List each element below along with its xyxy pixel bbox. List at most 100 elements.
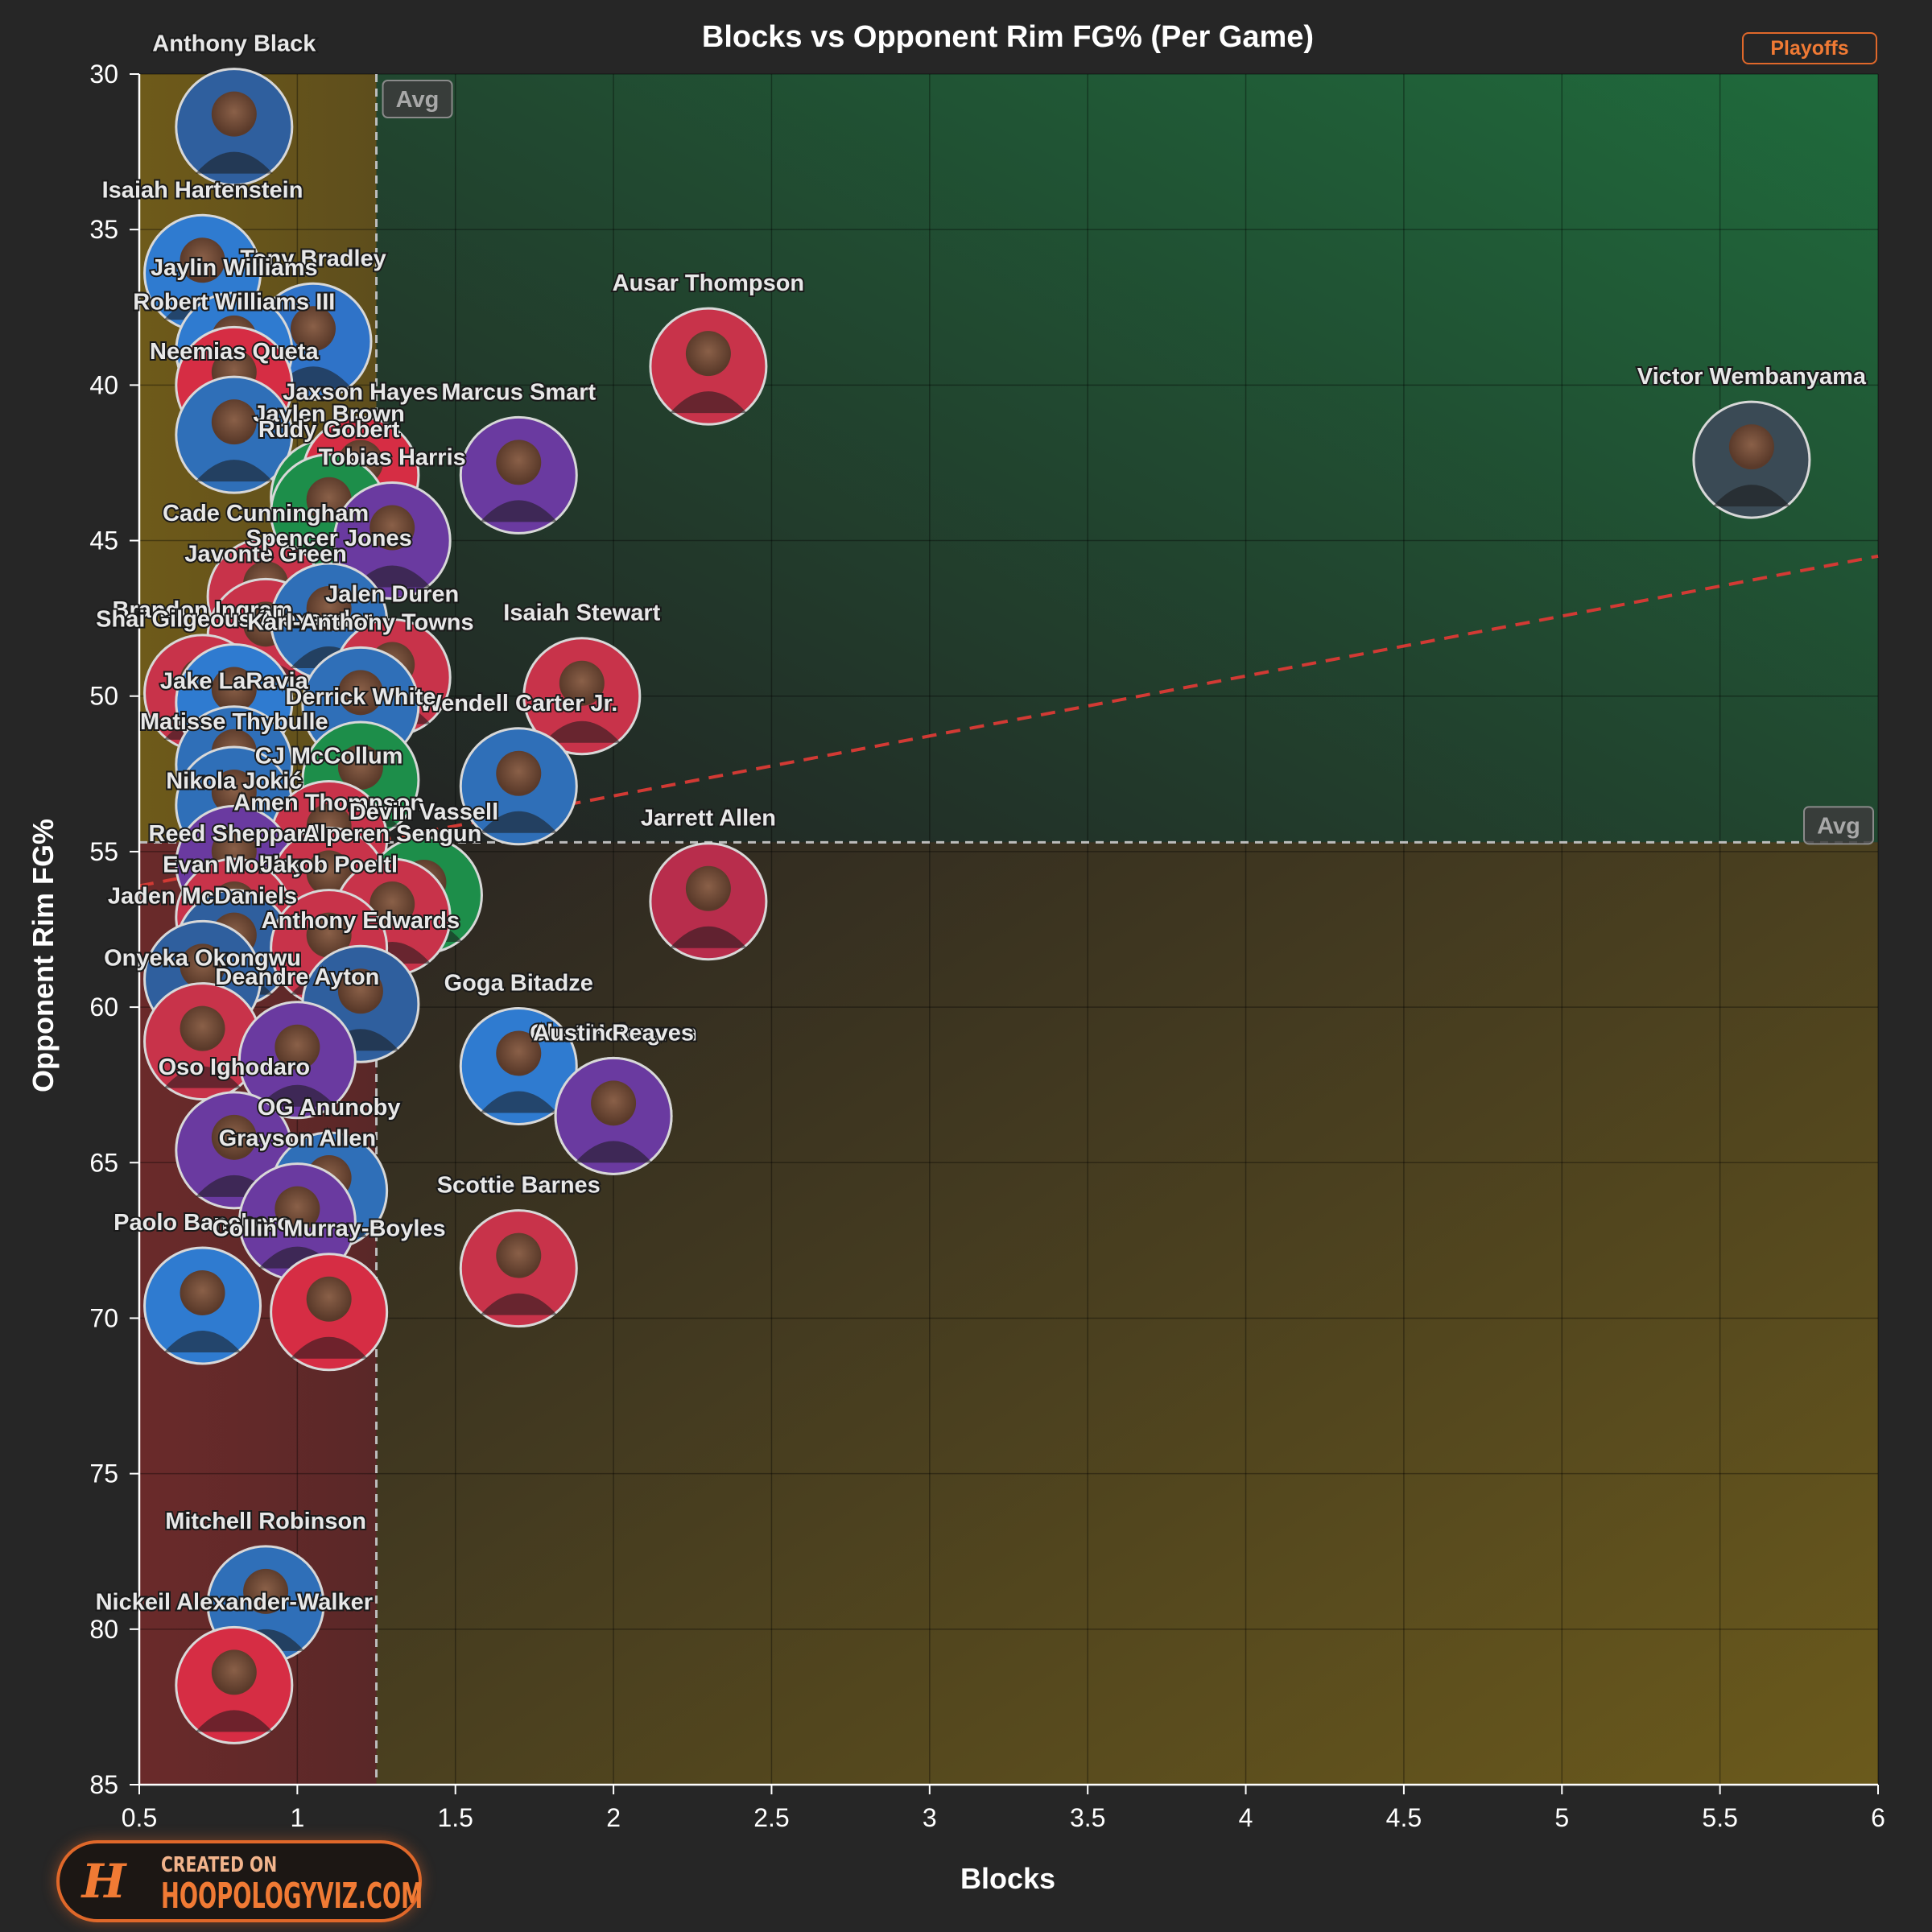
chart-title: Blocks vs Opponent Rim FG% (Per Game)	[702, 20, 1314, 54]
player-jersey	[480, 1293, 558, 1315]
player-label-evan-mobley: Evan Mobley	[163, 852, 305, 878]
player-face	[685, 865, 731, 911]
point-victor-wembanyama	[1692, 400, 1811, 519]
player-label-anthony-edwards: Anthony Edwards	[262, 908, 460, 934]
player-face	[211, 1649, 257, 1695]
player-jersey	[480, 1091, 558, 1113]
point-jarrett-allen	[649, 842, 768, 961]
player-label-rudy-gobert: Rudy Gobert	[258, 417, 400, 443]
y-tick-label: 55	[89, 837, 118, 866]
trendline-path	[138, 554, 1879, 888]
player-face	[496, 440, 542, 485]
player-face	[306, 586, 352, 631]
player-face	[180, 1005, 225, 1051]
player-face	[369, 505, 415, 551]
point-scottie-barnes	[459, 1209, 578, 1328]
y-tick-label: 60	[89, 993, 118, 1022]
player-label-deandre-ayton: Deandre Ayton	[215, 964, 379, 990]
avg-y-label: Avg	[1817, 813, 1860, 839]
player-label-javonte-green: Javonte Green	[184, 541, 346, 567]
player-label-jaden-mcdaniels: Jaden McDaniels	[108, 883, 297, 909]
player-face	[559, 660, 605, 706]
y-tick-label: 45	[89, 526, 118, 555]
player-face	[211, 667, 257, 712]
avg-x-label-box	[382, 80, 453, 118]
player-label-shai-gilgeous-alexander: Shai Gilgeous-Alexander	[96, 606, 372, 632]
player-label-onyeka-okongwu: Onyeka Okongwu	[104, 946, 301, 972]
y-axis-label: Opponent Rim FG%	[27, 819, 60, 1092]
player-label-chet-holmgren: Chet Holmgren	[530, 1020, 697, 1046]
player-jersey	[195, 151, 273, 174]
logo-created-on: CREATED ON	[161, 1853, 278, 1877]
player-face	[591, 1080, 637, 1126]
player-label-nikola-jokic: Nikola Jokić	[166, 768, 302, 794]
player-label-og-anunoby: OG Anunoby	[258, 1095, 401, 1121]
player-label-cade-cunningham: Cade Cunningham	[163, 501, 369, 526]
point-paolo-banchero	[143, 1246, 262, 1365]
player-label-anthony-black: Anthony Black	[152, 31, 316, 57]
x-axis-label: Blocks	[960, 1862, 1055, 1895]
quadrant-backgrounds	[139, 74, 1879, 1785]
x-tick-label: 5	[1554, 1803, 1569, 1832]
player-label-grayson-allen: Grayson Allen	[219, 1126, 377, 1152]
player-label-marcus-smart: Marcus Smart	[441, 379, 596, 405]
trendline	[138, 554, 1879, 888]
player-jersey	[575, 1141, 653, 1163]
x-tick-label: 5.5	[1702, 1803, 1737, 1832]
point-deandre-ayton	[237, 1001, 357, 1120]
point-austin-reaves	[554, 1056, 673, 1175]
player-label-wendell-carter-jr: Wendell Carter Jr.	[419, 691, 617, 716]
x-tick-label: 2.5	[753, 1803, 789, 1832]
player-face	[211, 769, 257, 815]
playoffs-filter-badge[interactable]: Playoffs	[1742, 32, 1877, 64]
y-tick-label: 50	[89, 682, 118, 711]
player-label-mitchell-robinson: Mitchell Robinson	[165, 1509, 366, 1534]
y-tick-label: 40	[89, 370, 118, 399]
player-label-neemias-queta: Neemias Queta	[150, 339, 319, 365]
player-face	[337, 968, 383, 1014]
player-jersey	[163, 1066, 242, 1088]
point-wendell-carter-jr	[459, 727, 578, 846]
player-label-paolo-banchero: Paolo Banchero	[114, 1210, 291, 1236]
player-label-karl-anthony-towns: Karl-Anthony Towns	[247, 609, 473, 635]
player-label-derrick-white: Derrick White	[285, 684, 436, 710]
player-labels: Anthony Black Isaiah Hartenstein Tony Brad…	[94, 30, 1868, 1617]
player-label-jalen-duren: Jalen Duren	[325, 582, 459, 608]
player-label-goga-bitadze: Goga Bitadze	[444, 971, 593, 997]
x-tick-label: 3.5	[1070, 1803, 1105, 1832]
point-ausar-thompson	[649, 307, 768, 426]
player-label-victor-wembanyama: Victor Wembanyama	[1637, 364, 1867, 390]
hoopologyviz-logo[interactable]: H CREATED ON HOOPOLOGYVIZ.COM	[56, 1840, 423, 1922]
player-face	[369, 881, 415, 927]
y-tick-label: 30	[89, 60, 118, 89]
player-face	[211, 91, 257, 137]
player-label-devin-vassell: Devin Vassell	[349, 799, 498, 825]
player-label-jarrett-allen: Jarrett Allen	[641, 806, 776, 832]
player-jersey	[275, 366, 352, 389]
logo-site-name: HOOPOLOGYVIZ.COM	[161, 1876, 423, 1917]
player-label-jake-laravia: Jake LaRavia	[160, 669, 309, 695]
player-label-spencer-jones: Spencer Jones	[246, 526, 411, 551]
player-face	[306, 1276, 352, 1322]
axes: 0.5 1 1.5 2 2.5 3 3.5 4 4.5 5 5.5 6 30 35 40 45 50 55 60 65…	[89, 60, 1885, 1832]
player-face	[180, 237, 225, 283]
x-tick-label: 2	[606, 1803, 621, 1832]
player-label-austin-reaves: Austin Reaves	[533, 1020, 694, 1046]
y-tick-label: 65	[89, 1148, 118, 1177]
player-jersey	[669, 926, 747, 948]
logo-mark-icon: H	[81, 1854, 126, 1909]
player-jersey	[480, 811, 558, 833]
x-tick-label: 0.5	[122, 1803, 157, 1832]
player-face	[496, 750, 542, 796]
player-label-cj-mccollum: CJ McCollum	[255, 743, 403, 769]
player-jersey	[1712, 485, 1790, 507]
player-label-ausar-thompson: Ausar Thompson	[613, 270, 804, 296]
point-tobias-harris	[332, 481, 452, 601]
player-label-jaylin-williams: Jaylin Williams	[151, 255, 318, 281]
player-jersey	[543, 720, 621, 743]
point-anthony-black	[175, 68, 294, 187]
player-face	[306, 912, 352, 958]
player-label-isaiah-stewart: Isaiah Stewart	[503, 601, 660, 626]
player-jersey	[195, 460, 273, 482]
